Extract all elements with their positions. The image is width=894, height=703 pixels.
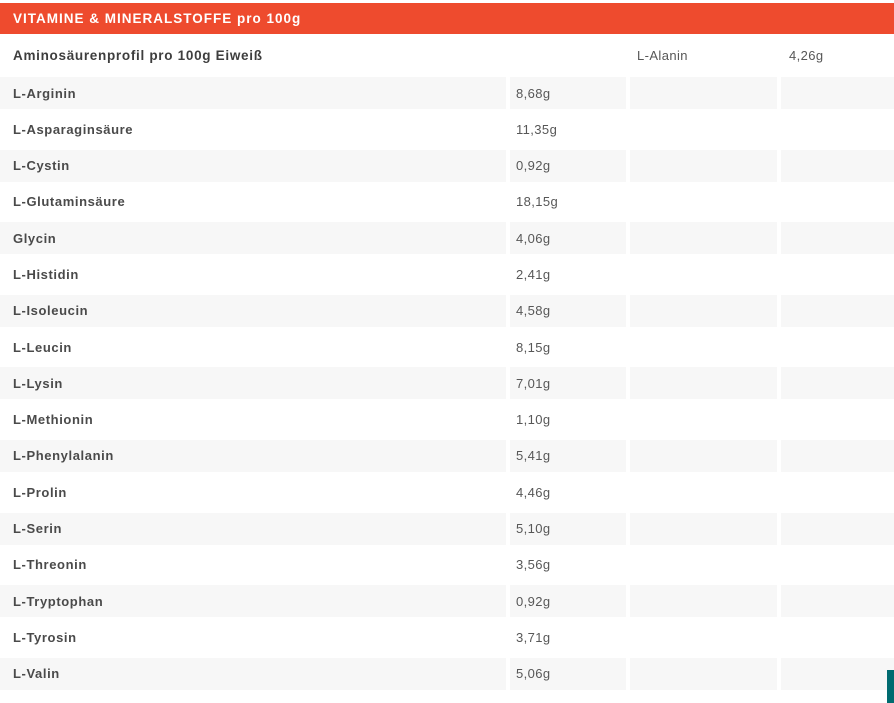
empty-cell (781, 222, 894, 255)
amino-profile-label: Aminosäurenprofil pro 100g Eiweiß (13, 48, 263, 63)
empty-cell (781, 621, 894, 653)
amino-profile-subheader-row: Aminosäurenprofil pro 100g Eiweiß L-Alan… (0, 34, 894, 77)
amino-acid-value: 4,26g (789, 48, 824, 63)
empty-cell (781, 439, 894, 472)
amino-acid-name: L-Histidin (13, 266, 79, 282)
table-row: L-Tryptophan 0,92g (0, 585, 894, 618)
table-row: L-Methionin 1,10g (0, 404, 894, 436)
empty-cell (630, 186, 777, 218)
empty-cell (630, 621, 777, 653)
table-row: L-Asparaginsäure 11,35g (0, 113, 894, 145)
amino-acid-rows: L-Arginin 8,68g L-Asparaginsäure 11,35g … (0, 77, 894, 690)
empty-cell (781, 331, 894, 363)
empty-cell (781, 476, 894, 508)
table-row: L-Lysin 7,01g (0, 367, 894, 400)
subheader-label-cell: Aminosäurenprofil pro 100g Eiweiß (0, 34, 506, 77)
table-row: L-Cystin 0,92g (0, 149, 894, 182)
amino-acid-value: 2,41g (516, 266, 551, 282)
table-row: L-Glutaminsäure 18,15g (0, 186, 894, 218)
empty-cell (781, 367, 894, 400)
nutrition-table-page: VITAMINE & MINERALSTOFFE pro 100g Aminos… (0, 3, 894, 703)
amino-acid-value: 5,41g (510, 439, 626, 472)
amino-acid-name: L-Asparaginsäure (13, 121, 134, 137)
amino-acid-name: L-Leucin (13, 339, 72, 355)
amino-acid-value: 18,15g (516, 194, 559, 210)
empty-cell (781, 657, 894, 690)
amino-acid-name: L-Serin (0, 512, 506, 545)
amino-acid-value: 1,10g (516, 412, 551, 428)
empty-cell (630, 258, 777, 290)
section-header-title: VITAMINE & MINERALSTOFFE pro 100g (13, 11, 302, 26)
amino-acid-value: 0,92g (510, 585, 626, 618)
empty-cell (630, 294, 777, 327)
empty-cell (630, 222, 777, 255)
table-row: L-Prolin 4,46g (0, 476, 894, 508)
amino-acid-value: 11,35g (516, 121, 558, 137)
amino-acid-value: 5,10g (510, 512, 626, 545)
empty-cell (630, 77, 777, 109)
empty-cell (630, 657, 777, 690)
table-row: L-Leucin 8,15g (0, 331, 894, 363)
amino-acid-name: L-Isoleucin (0, 294, 506, 327)
amino-acid-value: 5,06g (510, 657, 626, 690)
empty-cell (781, 77, 894, 109)
amino-acid-name: L-Tyrosin (13, 629, 77, 645)
table-row: L-Isoleucin 4,58g (0, 294, 894, 327)
empty-cell (630, 512, 777, 545)
amino-acid-name: Glycin (0, 222, 506, 255)
amino-acid-name: L-Threonin (13, 557, 87, 573)
amino-acid-value: 4,46g (516, 484, 551, 500)
empty-cell (781, 404, 894, 436)
amino-acid-value: 0,92g (510, 149, 626, 182)
amino-acid-value: 3,56g (516, 557, 551, 573)
amino-acid-value: 4,58g (510, 294, 626, 327)
table-row: L-Histidin 2,41g (0, 258, 894, 290)
empty-cell (781, 549, 894, 581)
amino-acid-value: 3,71g (516, 629, 551, 645)
empty-cell (781, 149, 894, 182)
amino-acid-name: L-Valin (0, 657, 506, 690)
table-row: L-Phenylalanin 5,41g (0, 439, 894, 472)
amino-acid-value: 4,06g (510, 222, 626, 255)
amino-acid-name: L-Alanin (637, 48, 688, 63)
amino-acid-value: 8,68g (510, 77, 626, 109)
empty-cell (630, 476, 777, 508)
empty-cell (781, 512, 894, 545)
empty-cell (630, 549, 777, 581)
table-row: L-Valin 5,06g (0, 657, 894, 690)
amino-acid-name: L-Arginin (0, 77, 506, 109)
teal-accent-bar (887, 670, 894, 703)
amino-acid-name: L-Glutaminsäure (13, 194, 126, 210)
empty-cell (630, 367, 777, 400)
empty-cell (781, 585, 894, 618)
empty-cell (781, 294, 894, 327)
empty-cell (781, 186, 894, 218)
amino-acid-value: 8,15g (516, 339, 551, 355)
table-row: L-Threonin 3,56g (0, 549, 894, 581)
empty-cell (630, 113, 777, 145)
amino-acid-value: 7,01g (510, 367, 626, 400)
amino-acid-name: L-Tryptophan (0, 585, 506, 618)
table-row: L-Arginin 8,68g (0, 77, 894, 109)
amino-acid-name: L-Lysin (0, 367, 506, 400)
empty-cell (630, 404, 777, 436)
amino-acid-name: L-Methionin (13, 412, 94, 428)
table-row: Glycin 4,06g (0, 222, 894, 255)
empty-cell (630, 585, 777, 618)
empty-cell (630, 439, 777, 472)
empty-cell (781, 113, 894, 145)
subheader-first-item-name-cell: L-Alanin (630, 34, 777, 77)
empty-cell (781, 258, 894, 290)
subheader-empty-cell (510, 34, 626, 77)
amino-acid-name: L-Prolin (13, 484, 67, 500)
subheader-first-item-value-cell: 4,26g (781, 34, 894, 77)
amino-acid-name: L-Cystin (0, 149, 506, 182)
table-row: L-Tyrosin 3,71g (0, 621, 894, 653)
amino-acid-name: L-Phenylalanin (0, 439, 506, 472)
section-header-bar: VITAMINE & MINERALSTOFFE pro 100g (0, 3, 894, 34)
empty-cell (630, 149, 777, 182)
empty-cell (630, 331, 777, 363)
table-row: L-Serin 5,10g (0, 512, 894, 545)
